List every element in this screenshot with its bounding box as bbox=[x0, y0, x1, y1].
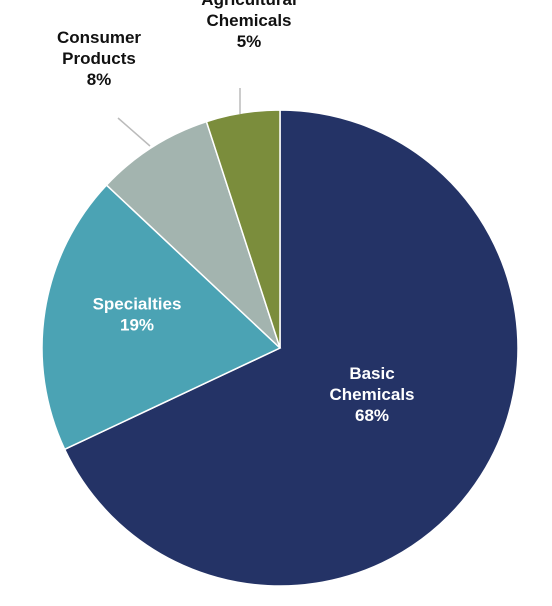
leader-lines-layer bbox=[117, 88, 241, 147]
slices-layer bbox=[41, 109, 519, 587]
slice-label-agricultural-chemicals: Agricultural Chemicals 5% bbox=[201, 0, 296, 51]
slice-value-label: 5% bbox=[237, 32, 262, 51]
slice-name-label: Chemicals bbox=[206, 11, 291, 30]
pie-slice-specialties bbox=[41, 184, 282, 451]
slice-value-label: 68% bbox=[355, 406, 389, 425]
slice-name-label: Agricultural bbox=[201, 0, 296, 9]
leader-line-consumer-products bbox=[117, 117, 151, 147]
slice-name-label: Products bbox=[62, 49, 136, 68]
slice-value-label: 8% bbox=[87, 70, 112, 89]
pie-slice-agricultural-chemicals bbox=[205, 109, 281, 349]
slice-name-label: Basic bbox=[349, 364, 394, 383]
slice-name-label: Chemicals bbox=[329, 385, 414, 404]
pie-slice-consumer-products bbox=[105, 120, 281, 349]
labels-layer: Basic Chemicals 68% Specialties 19% Consumer P… bbox=[57, 0, 415, 425]
slice-name-label: Consumer bbox=[57, 28, 141, 47]
slice-label-specialties: Specialties 19% bbox=[93, 295, 182, 335]
slice-label-consumer-products: Consumer Products 8% bbox=[57, 28, 141, 89]
slice-label-basic-chemicals: Basic Chemicals 68% bbox=[329, 364, 414, 425]
slice-name-label: Specialties bbox=[93, 295, 182, 314]
slice-value-label: 19% bbox=[120, 316, 154, 335]
pie-slice-basic-chemicals bbox=[63, 109, 519, 587]
